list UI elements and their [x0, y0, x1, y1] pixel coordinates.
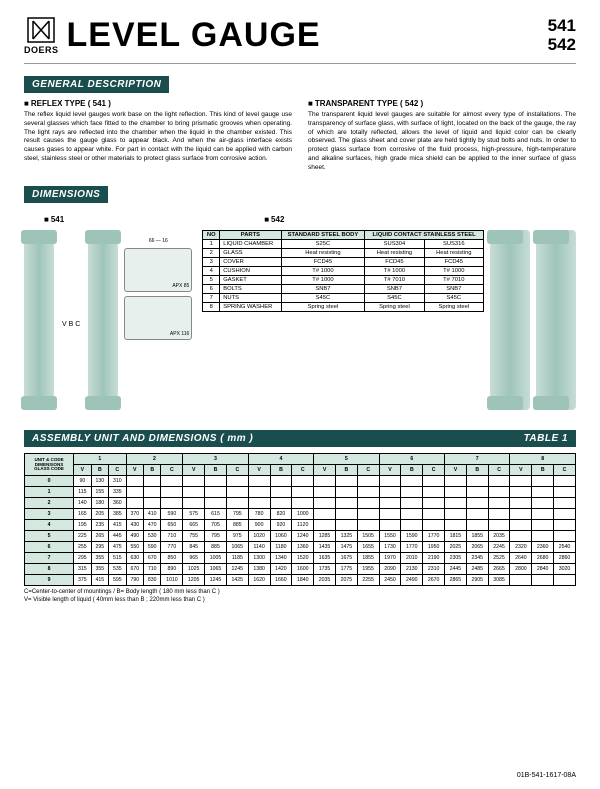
section-general-description: GENERAL DESCRIPTION [24, 76, 169, 93]
table-1-label: TABLE 1 [524, 433, 568, 444]
assembly-row: 090130310 [25, 476, 576, 487]
dim-66-label: 66 — 16 [124, 238, 192, 244]
section-dimensions: DIMENSIONS [24, 186, 108, 203]
assembly-row: 31652053853704105905756157957808201000 [25, 509, 576, 520]
cross-section-diagrams: 66 — 16 APX 85 APX 116 [124, 238, 192, 340]
assembly-row: 8315355535670710890102510651245138014201… [25, 564, 576, 575]
transparent-title: TRANSPARENT TYPE ( 542 ) [308, 99, 576, 108]
parts-row: 8SPRING WASHERSpring steelSpring steelSp… [203, 303, 484, 312]
transparent-text: The transparent liquid level gauges are … [308, 111, 576, 172]
assembly-table: UNIT & CODEDIMENSIONSGLASS CODE12345678V… [24, 453, 576, 586]
parts-row: 5GASKETT# 1000T# 7010T# 7010 [203, 276, 484, 285]
th-parts: PARTS [220, 231, 281, 240]
parts-row: 3COVERFCD45FCD45FCD45 [203, 258, 484, 267]
assembly-row: 41952354154304706506657058859009201120 [25, 520, 576, 531]
doers-logo-icon [27, 17, 55, 43]
page-header: DOERS LEVEL GAUGE 541 542 [24, 16, 576, 55]
transparent-description: TRANSPARENT TYPE ( 542 ) The transparent… [308, 99, 576, 172]
model-541: 541 [548, 17, 576, 36]
reflex-description: REFLEX TYPE ( 541 ) The reflex liquid le… [24, 99, 292, 172]
gauge-541-front [24, 230, 54, 410]
section-assembly: ASSEMBLY UNIT AND DIMENSIONS ( mm ) TABL… [24, 430, 576, 447]
assembly-row: 9375415595790830101012051245142516201660… [25, 575, 576, 586]
parts-row: 2GLASSHeat resistingHeat resistingHeat r… [203, 249, 484, 258]
th-std: STANDARD STEEL BODY [281, 231, 365, 240]
th-liq: LIQUID CONTACT STAINLESS STEEL [365, 231, 484, 240]
brand-name: DOERS [24, 45, 59, 55]
reflex-text: The reflex liquid level gauges work base… [24, 111, 292, 164]
vbc-label: V B C [62, 321, 80, 328]
gauge-542-front [490, 230, 530, 410]
assembly-row: 6255295475550590770845885106511401180136… [25, 542, 576, 553]
parts-table: NO PARTS STANDARD STEEL BODY LIQUID CONT… [202, 230, 484, 312]
model-numbers: 541 542 [548, 17, 576, 54]
reflex-title: REFLEX TYPE ( 541 ) [24, 99, 292, 108]
th-no: NO [203, 231, 220, 240]
section-542: APX 116 [124, 296, 192, 340]
footnote: C=Center-to-center of mountings / B= Bod… [24, 589, 576, 605]
model-542: 542 [548, 36, 576, 55]
parts-row: 4CUSHIONT# 1000T# 1000T# 1000 [203, 267, 484, 276]
brand-logo: DOERS [24, 17, 59, 55]
document-code: 01B-541-1617-08A [517, 772, 576, 779]
header-rule [24, 63, 576, 64]
parts-row: 7NUTSS45CS45CS45C [203, 294, 484, 303]
assembly-row: 7295355515630670850965100511851300134015… [25, 553, 576, 564]
assembly-row: 1115155335 [25, 487, 576, 498]
parts-row: 1LIQUID CHAMBERS25CSUS304SUS316 [203, 240, 484, 249]
section-541: APX 85 [124, 248, 192, 292]
gauge-542-side [536, 230, 576, 410]
assembly-row: 5225265445490530710755795975102010601240… [25, 531, 576, 542]
label-542: 542 [264, 215, 284, 224]
assembly-row: 2140180360 [25, 498, 576, 509]
parts-row: 6BOLTSSNB7SNB7SNB7 [203, 285, 484, 294]
label-541: 541 [44, 215, 64, 224]
gauge-541-side [88, 230, 118, 410]
assembly-title: ASSEMBLY UNIT AND DIMENSIONS ( mm ) [32, 433, 253, 444]
page-title: LEVEL GAUGE [67, 16, 540, 55]
